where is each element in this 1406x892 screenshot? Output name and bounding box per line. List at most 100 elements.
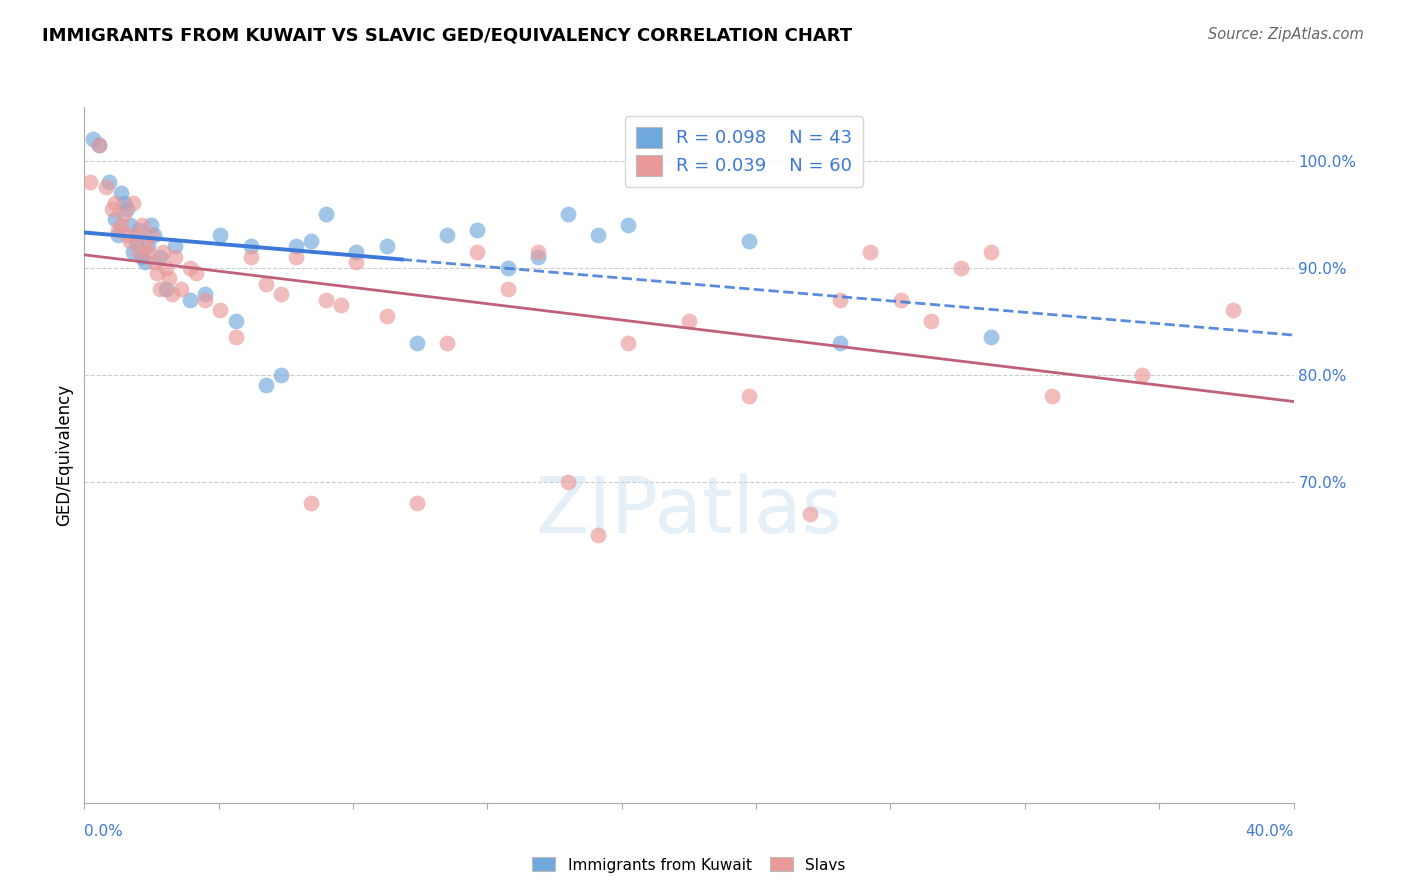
Point [134, 239, 156, 253]
Point [436, 335, 458, 350]
Point [738, 389, 761, 403]
Point [121, 196, 143, 211]
Point [285, 239, 308, 253]
Point [830, 335, 852, 350]
Text: 40.0%: 40.0% [1246, 824, 1294, 839]
Point [209, 228, 232, 243]
Point [170, 282, 193, 296]
Point [239, 239, 262, 253]
Point [179, 260, 201, 275]
Point [799, 507, 821, 521]
Point [527, 250, 550, 264]
Point [375, 239, 398, 253]
Point [375, 309, 398, 323]
Point [155, 260, 177, 275]
Point [131, 218, 153, 232]
Text: Source: ZipAtlas.com: Source: ZipAtlas.com [1208, 27, 1364, 42]
Point [97, 175, 120, 189]
Point [110, 218, 132, 232]
Point [121, 244, 143, 259]
Point [115, 228, 138, 243]
Point [225, 314, 247, 328]
Point [315, 207, 337, 221]
Point [139, 218, 162, 232]
Point [436, 228, 458, 243]
Legend: Immigrants from Kuwait, Slavs: Immigrants from Kuwait, Slavs [526, 851, 852, 879]
Point [128, 244, 150, 259]
Point [980, 330, 1002, 344]
Point [830, 293, 852, 307]
Point [110, 186, 132, 200]
Point [149, 282, 172, 296]
Point [330, 298, 353, 312]
Point [239, 250, 262, 264]
Y-axis label: GED/Equivalency: GED/Equivalency [55, 384, 73, 526]
Point [112, 207, 135, 221]
Point [285, 250, 308, 264]
Point [406, 335, 429, 350]
Point [467, 223, 489, 237]
Point [136, 239, 159, 253]
Point [346, 244, 368, 259]
Point [104, 212, 127, 227]
Point [209, 303, 232, 318]
Point [118, 234, 141, 248]
Point [149, 250, 172, 264]
Point [346, 255, 368, 269]
Point [107, 228, 129, 243]
Point [496, 282, 519, 296]
Point [160, 287, 183, 301]
Point [115, 202, 138, 216]
Point [406, 496, 429, 510]
Point [152, 244, 174, 259]
Point [155, 282, 177, 296]
Point [527, 244, 550, 259]
Point [270, 287, 292, 301]
Point [107, 223, 129, 237]
Point [617, 335, 640, 350]
Point [588, 228, 610, 243]
Point [89, 137, 111, 152]
Point [299, 234, 322, 248]
Point [859, 244, 882, 259]
Point [617, 218, 640, 232]
Point [980, 244, 1002, 259]
Point [165, 250, 187, 264]
Point [131, 250, 153, 264]
Point [136, 244, 159, 259]
Point [146, 266, 169, 280]
Point [299, 496, 322, 510]
Text: ZIPatlas: ZIPatlas [536, 473, 842, 549]
Point [142, 255, 165, 269]
Point [179, 293, 201, 307]
Point [467, 244, 489, 259]
Point [270, 368, 292, 382]
Point [112, 196, 135, 211]
Point [950, 260, 973, 275]
Point [920, 314, 942, 328]
Text: IMMIGRANTS FROM KUWAIT VS SLAVIC GED/EQUIVALENCY CORRELATION CHART: IMMIGRANTS FROM KUWAIT VS SLAVIC GED/EQU… [42, 27, 852, 45]
Point [94, 180, 117, 194]
Point [125, 234, 148, 248]
Point [1222, 303, 1244, 318]
Point [557, 207, 579, 221]
Point [1132, 368, 1154, 382]
Point [118, 218, 141, 232]
Point [139, 228, 162, 243]
Point [157, 271, 180, 285]
Point [186, 266, 208, 280]
Point [254, 277, 277, 291]
Point [890, 293, 912, 307]
Point [254, 378, 277, 392]
Point [134, 255, 156, 269]
Point [1040, 389, 1063, 403]
Point [100, 202, 122, 216]
Point [125, 228, 148, 243]
Point [165, 239, 187, 253]
Point [194, 293, 217, 307]
Point [738, 234, 761, 248]
Point [194, 287, 217, 301]
Point [678, 314, 700, 328]
Point [82, 132, 104, 146]
Point [588, 528, 610, 542]
